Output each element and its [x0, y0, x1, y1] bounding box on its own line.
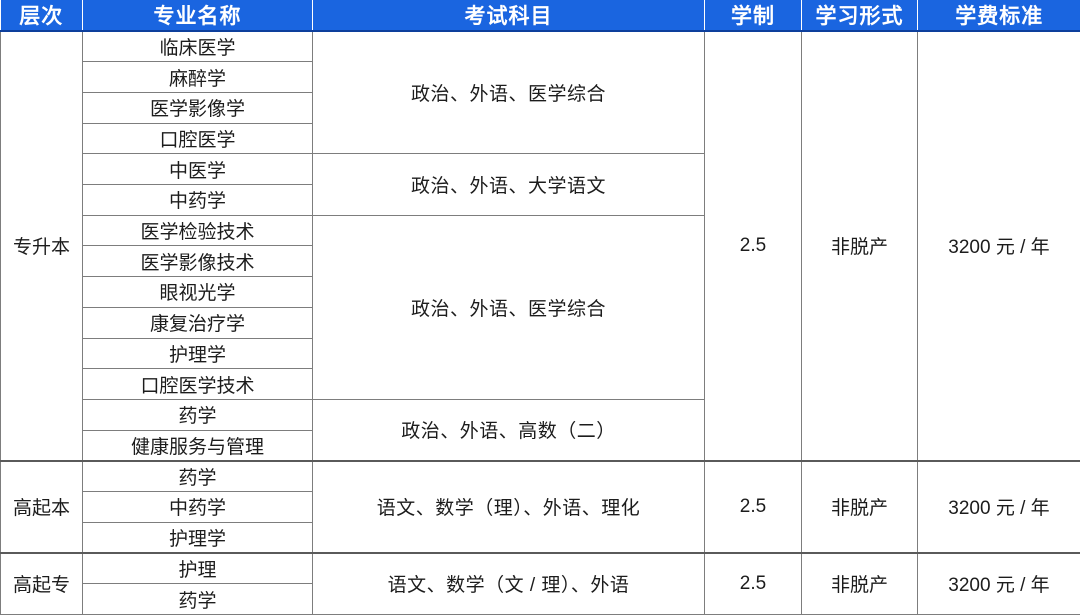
table-body: 专升本 临床医学 政治、外语、医学综合 2.5 非脱产 3200 元 / 年麻醉学 医学影像…	[0, 30, 1080, 615]
column-header-level: 层次	[0, 0, 83, 32]
subject-cell: 政治、外语、大学语文	[312, 153, 705, 216]
column-header-form: 学习形式	[801, 0, 918, 32]
major-cell: 中药学	[82, 184, 313, 216]
column-header-fee: 学费标准	[917, 0, 1080, 32]
fee-cell: 3200 元 / 年	[917, 551, 1080, 615]
major-cell: 护理学	[82, 521, 313, 554]
table-row: 中医学 政治、外语、大学语文	[1, 153, 1080, 216]
level-cell: 专升本	[0, 30, 83, 462]
fee-cell: 3200 元 / 年	[917, 459, 1080, 554]
duration-cell: 2.5	[704, 551, 802, 615]
duration-cell: 2.5	[704, 30, 802, 462]
subject-cell: 语文、数学（理）、外语、理化	[312, 459, 705, 554]
header-row: 层次 专业名称 考试科目 学制 学习形式 学费标准	[0, 0, 1080, 32]
major-cell: 药学	[82, 398, 313, 431]
subject-cell: 语文、数学（文 / 理）、外语	[312, 551, 705, 615]
level-cell: 高起专	[0, 551, 83, 615]
major-cell: 护理学	[82, 337, 313, 370]
major-cell: 口腔医学技术	[82, 368, 313, 400]
table-row: 专升本 临床医学 政治、外语、医学综合 2.5 非脱产 3200 元 / 年	[0, 30, 1080, 462]
subject-cell: 政治、外语、高数（二）	[312, 398, 705, 462]
major-cell: 口腔医学	[82, 122, 313, 155]
table-row: 眼视光学	[1, 276, 1080, 308]
subject-cell: 政治、外语、医学综合	[312, 214, 705, 400]
major-cell: 中药学	[82, 491, 313, 523]
major-cell: 健康服务与管理	[82, 429, 313, 462]
major-cell: 临床医学	[82, 30, 313, 63]
duration-cell: 2.5	[704, 459, 802, 554]
level-cell: 高起本	[0, 459, 83, 554]
major-cell: 康复治疗学	[82, 306, 313, 339]
table-row: 中药学	[1, 184, 1080, 216]
table-row: 药学	[1, 583, 1080, 615]
major-cell: 医学检验技术	[82, 214, 313, 247]
table-header: 层次 专业名称 考试科目 学制 学习形式 学费标准	[0, 0, 1080, 32]
major-cell: 医学影像学	[82, 91, 313, 124]
column-header-subject: 考试科目	[312, 0, 705, 32]
column-header-major: 专业名称	[82, 0, 313, 32]
major-cell: 药学	[82, 583, 313, 615]
table-row: 高起专 护理 语文、数学（文 / 理）、外语 2.5 非脱产 3200 元 / 年	[0, 551, 1080, 615]
table-row: 医学影像学	[1, 91, 1080, 124]
table-row: 医学检验技术 政治、外语、医学综合	[1, 214, 1080, 400]
table-row: 康复治疗学	[1, 306, 1080, 339]
major-cell: 中医学	[82, 153, 313, 186]
major-cell: 医学影像技术	[82, 245, 313, 278]
table-row: 医学影像技术	[1, 245, 1080, 278]
fee-cell: 3200 元 / 年	[917, 30, 1080, 462]
major-cell: 眼视光学	[82, 276, 313, 308]
major-cell: 药学	[82, 459, 313, 493]
subject-cell: 政治、外语、医学综合	[312, 30, 705, 155]
study-form-cell: 非脱产	[801, 30, 918, 462]
major-cell: 护理	[82, 551, 313, 585]
table-row: 麻醉学	[1, 61, 1080, 93]
study-form-cell: 非脱产	[801, 551, 918, 615]
table-row: 药学 政治、外语、高数（二）	[1, 398, 1080, 462]
major-cell: 麻醉学	[82, 61, 313, 93]
column-header-duration: 学制	[704, 0, 802, 32]
table-row: 健康服务与管理	[1, 429, 1080, 462]
table-row: 高起本 药学 语文、数学（理）、外语、理化 2.5 非脱产 3200 元 / 年	[0, 459, 1080, 554]
study-form-cell: 非脱产	[801, 459, 918, 554]
table-row: 口腔医学技术	[1, 368, 1080, 400]
table-row: 护理学	[1, 521, 1080, 554]
